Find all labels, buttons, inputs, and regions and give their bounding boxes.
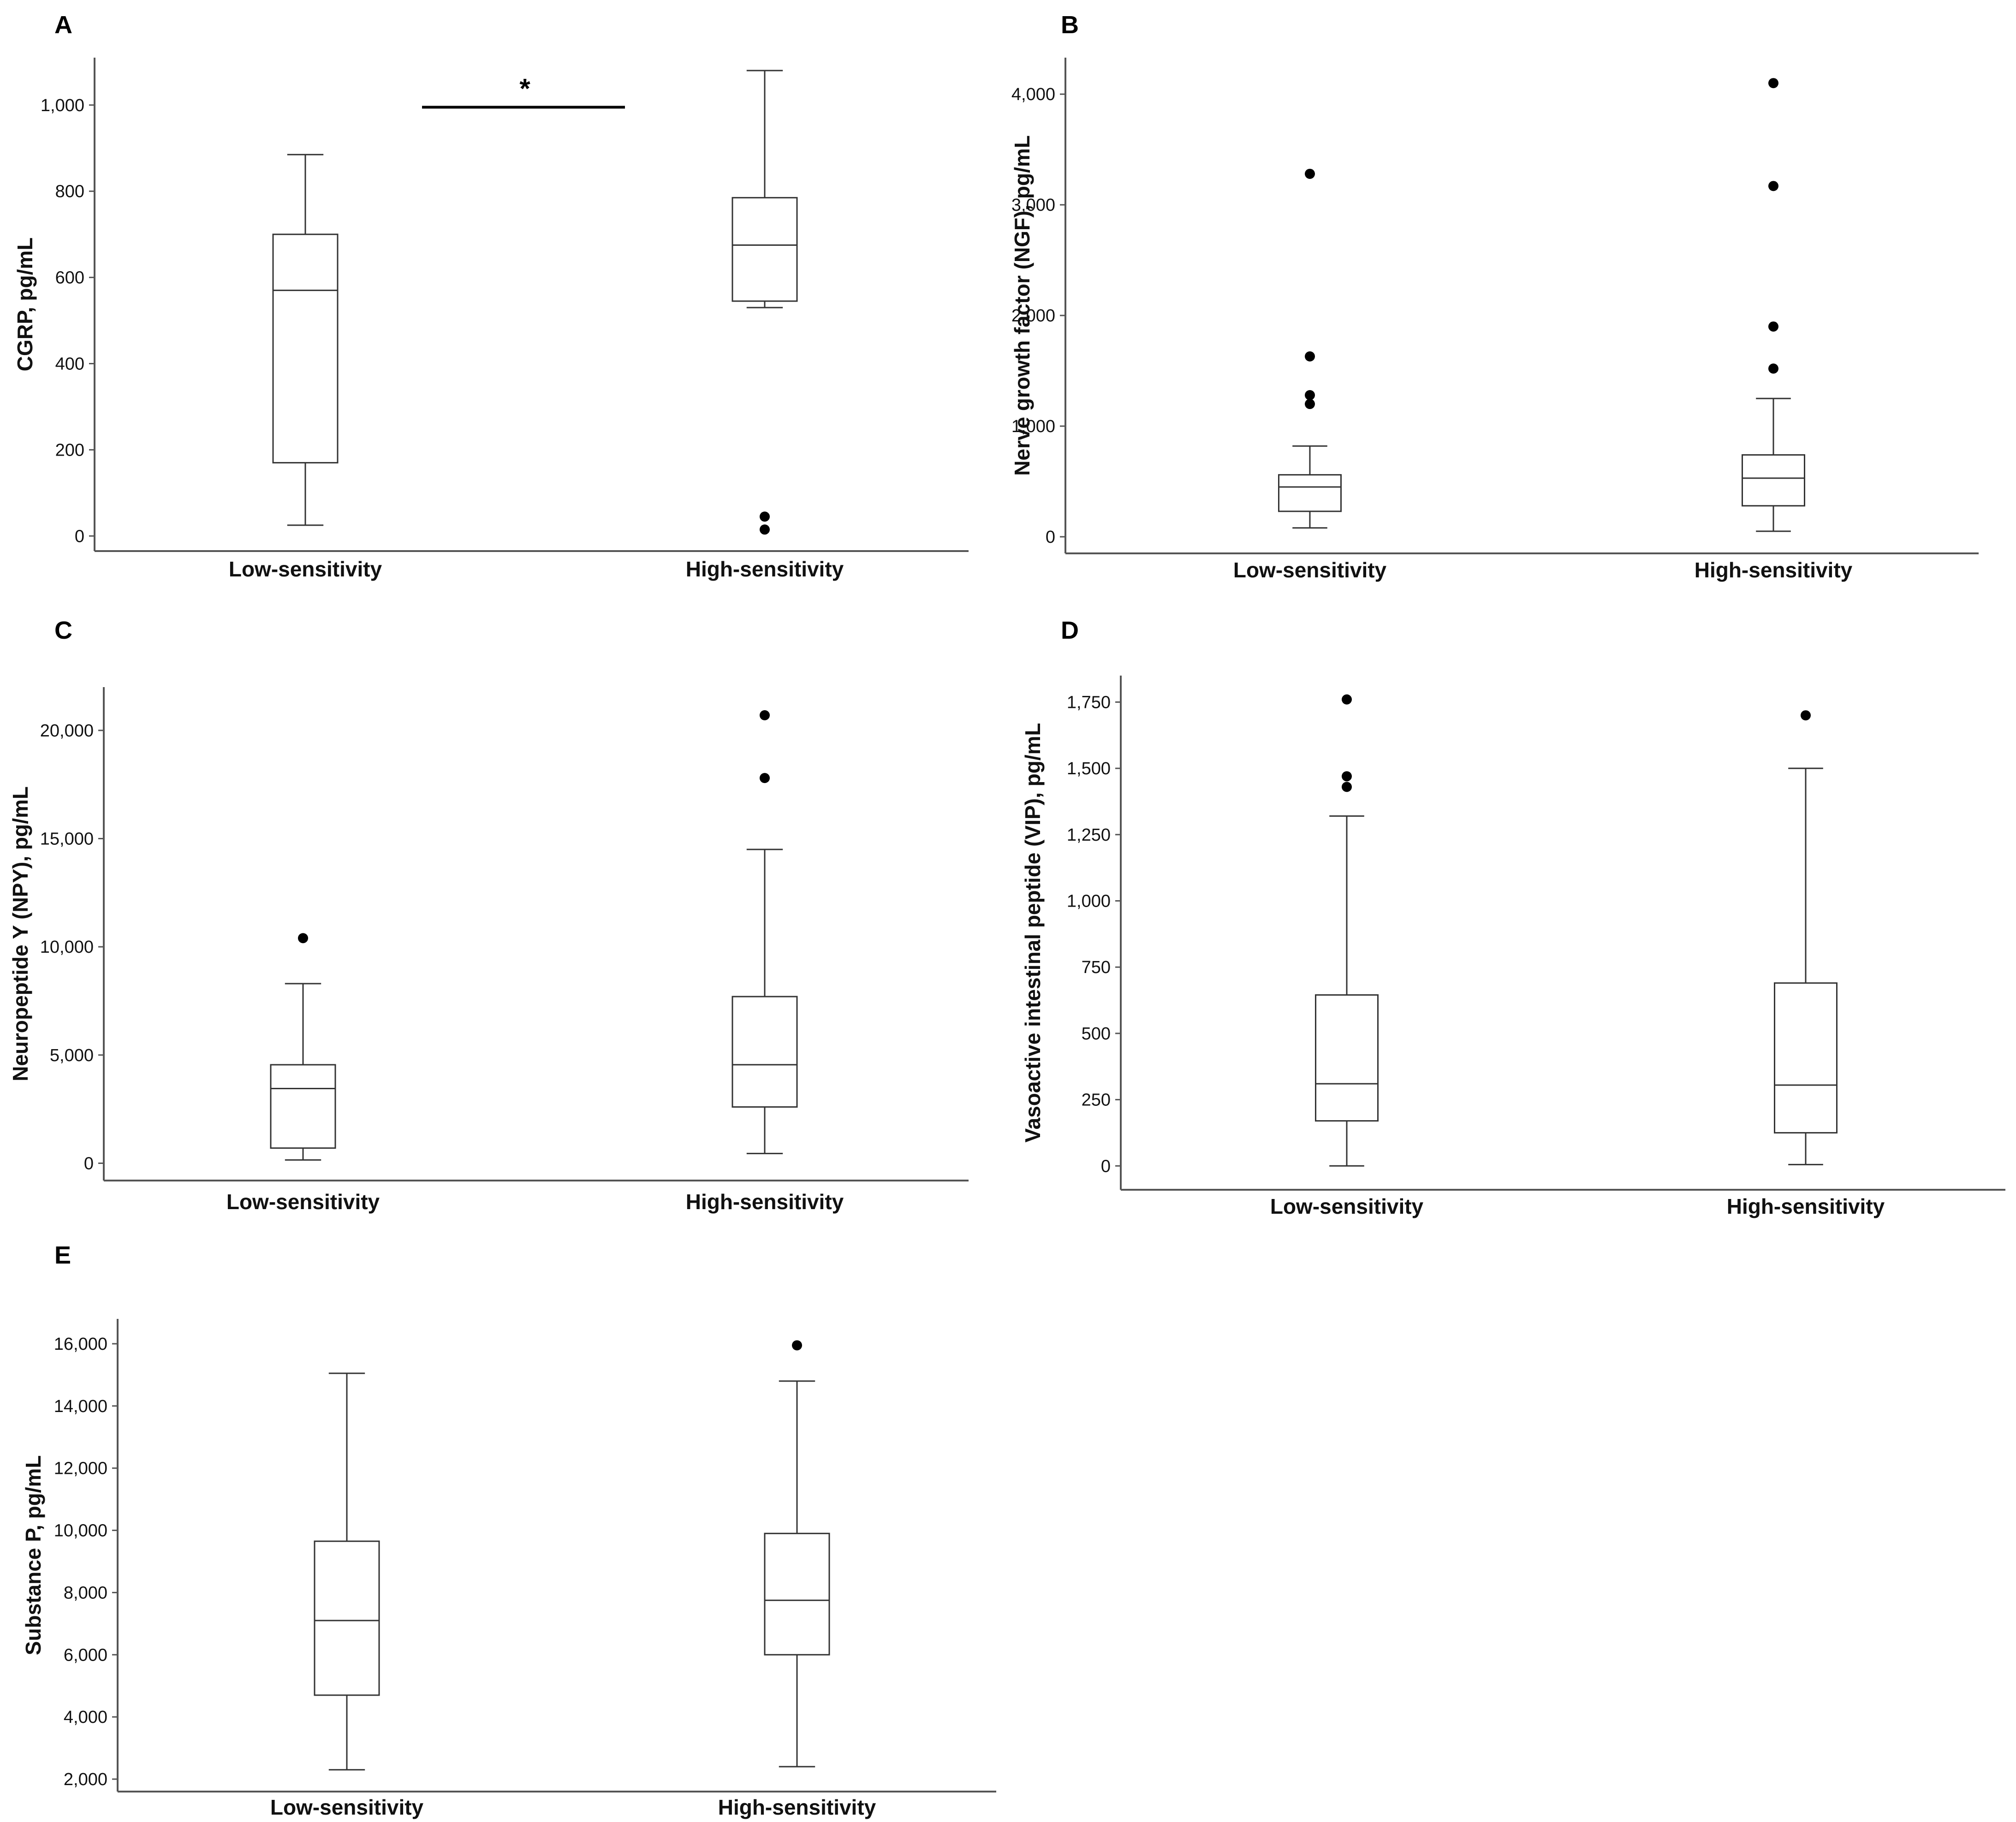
chart-panel-a: A 0 200 400 600 800 1,000 CGRP, pg/mL Low-sensit… xyxy=(13,11,969,581)
box-low-sensitivity xyxy=(314,1372,380,1771)
y-tick-label: 200 xyxy=(55,440,84,460)
x-category-label: Low-sensitivity xyxy=(270,1795,424,1819)
y-tick-label: 5,000 xyxy=(50,1046,94,1065)
y-tick-label: 400 xyxy=(55,354,84,374)
y-tick-label: 1,000 xyxy=(1067,892,1111,911)
box-high-sensitivity xyxy=(1774,710,1838,1165)
x-category-label: High-sensitivity xyxy=(1695,558,1853,582)
panel-label: A xyxy=(54,11,72,39)
y-tick-label: 1,000 xyxy=(41,96,84,115)
x-category-label: High-sensitivity xyxy=(1727,1194,1885,1218)
outlier-point xyxy=(760,773,770,783)
panel-label: C xyxy=(54,617,72,644)
iqr-box xyxy=(1774,982,1838,1134)
box-high-sensitivity xyxy=(731,710,798,1154)
box-low-sensitivity xyxy=(272,154,339,526)
y-tick-label: 800 xyxy=(55,182,84,202)
outlier-point xyxy=(1305,399,1315,410)
y-tick-label: 16,000 xyxy=(54,1335,107,1354)
y-tick-label: 2,000 xyxy=(1011,306,1055,326)
y-tick-label: 500 xyxy=(1082,1024,1111,1044)
y-tick-label: 10,000 xyxy=(40,938,94,957)
outlier-point xyxy=(1768,321,1778,332)
y-tick-label: 1,750 xyxy=(1067,693,1111,712)
outlier-point xyxy=(760,524,770,535)
box-high-sensitivity xyxy=(731,70,798,535)
iqr-box xyxy=(764,1532,830,1656)
y-axis-title: CGRP, pg/mL xyxy=(13,237,37,372)
iqr-box xyxy=(270,1064,336,1149)
y-axis-title: Nerve growth factor (NGF), pg/mL xyxy=(1010,135,1034,476)
box-high-sensitivity xyxy=(1742,78,1805,532)
outlier-point xyxy=(1768,78,1778,89)
outlier-point xyxy=(792,1340,802,1351)
box-high-sensitivity xyxy=(764,1340,830,1768)
x-category-label: Low-sensitivity xyxy=(1233,558,1387,582)
y-tick-label: 2,000 xyxy=(64,1770,107,1789)
chart-panel-b: B 0 1,000 2,000 3,000 4,000 Nerve growth facto… xyxy=(1010,11,1979,582)
y-tick-label: 10,000 xyxy=(54,1521,107,1541)
x-category-label: High-sensitivity xyxy=(686,557,844,581)
y-tick-label: 0 xyxy=(1046,528,1055,547)
box-low-sensitivity xyxy=(1278,168,1342,529)
x-category-label: Low-sensitivity xyxy=(1270,1194,1424,1218)
chart-panel-d: D 0 250 500 750 1,000 1,250 1,500 1,750 Vasoactiv… xyxy=(1021,617,2005,1218)
y-axis-title: Substance P, pg/mL xyxy=(21,1455,45,1656)
x-category-label: High-sensitivity xyxy=(686,1190,844,1214)
y-tick-label: 750 xyxy=(1082,958,1111,977)
box-low-sensitivity xyxy=(270,933,336,1161)
box-low-sensitivity xyxy=(1315,694,1379,1167)
y-tick-label: 0 xyxy=(1101,1157,1111,1176)
y-axis-title: Vasoactive intestinal peptide (VIP), pg/… xyxy=(1021,723,1045,1143)
iqr-box xyxy=(731,996,798,1108)
outlier-point xyxy=(1768,363,1778,374)
iqr-box xyxy=(1315,994,1379,1122)
outlier-point xyxy=(760,511,770,522)
outlier-point xyxy=(1801,710,1811,721)
y-axis-title: Neuropeptide Y (NPY), pg/mL xyxy=(8,786,32,1081)
y-tick-label: 8,000 xyxy=(64,1583,107,1602)
y-tick-label: 600 xyxy=(55,268,84,288)
y-tick-label: 0 xyxy=(75,527,84,546)
outlier-point xyxy=(1342,771,1352,782)
panel-label: B xyxy=(1061,11,1079,39)
y-tick-label: 4,000 xyxy=(64,1708,107,1727)
y-tick-label: 3,000 xyxy=(1011,196,1055,215)
iqr-box xyxy=(731,197,798,302)
y-tick-label: 14,000 xyxy=(54,1397,107,1416)
iqr-box xyxy=(1742,454,1805,507)
chart-panel-c: C 0 5,000 10,000 15,000 20,000 Neuropeptide Y … xyxy=(8,617,969,1214)
x-category-label: High-sensitivity xyxy=(718,1795,876,1819)
outlier-point xyxy=(298,933,308,944)
outlier-point xyxy=(760,710,770,721)
y-tick-label: 1,000 xyxy=(1011,417,1055,436)
y-tick-label: 0 xyxy=(84,1154,94,1173)
y-tick-label: 1,500 xyxy=(1067,759,1111,778)
outlier-point xyxy=(1342,782,1352,792)
panel-label: D xyxy=(1061,617,1079,644)
x-category-label: Low-sensitivity xyxy=(226,1190,380,1214)
y-tick-label: 12,000 xyxy=(54,1459,107,1478)
outlier-point xyxy=(1305,351,1315,362)
outlier-point xyxy=(1305,168,1315,179)
y-tick-label: 1,250 xyxy=(1067,825,1111,845)
panel-label: E xyxy=(54,1241,71,1269)
y-tick-label: 4,000 xyxy=(1011,85,1055,104)
y-tick-label: 6,000 xyxy=(64,1645,107,1665)
outlier-point xyxy=(1768,181,1778,191)
y-tick-label: 15,000 xyxy=(40,830,94,849)
iqr-box xyxy=(314,1540,380,1696)
significance-star: * xyxy=(519,73,530,104)
chart-panel-e: E 2,000 4,000 6,000 8,000 10,000 12,000 14,000 1… xyxy=(21,1241,996,1819)
outlier-point xyxy=(1342,694,1352,705)
y-tick-label: 20,000 xyxy=(40,721,94,741)
iqr-box xyxy=(272,233,339,463)
y-tick-label: 250 xyxy=(1082,1091,1111,1110)
outlier-point xyxy=(1305,390,1315,400)
iqr-box xyxy=(1278,474,1342,512)
x-category-label: Low-sensitivity xyxy=(229,557,382,581)
